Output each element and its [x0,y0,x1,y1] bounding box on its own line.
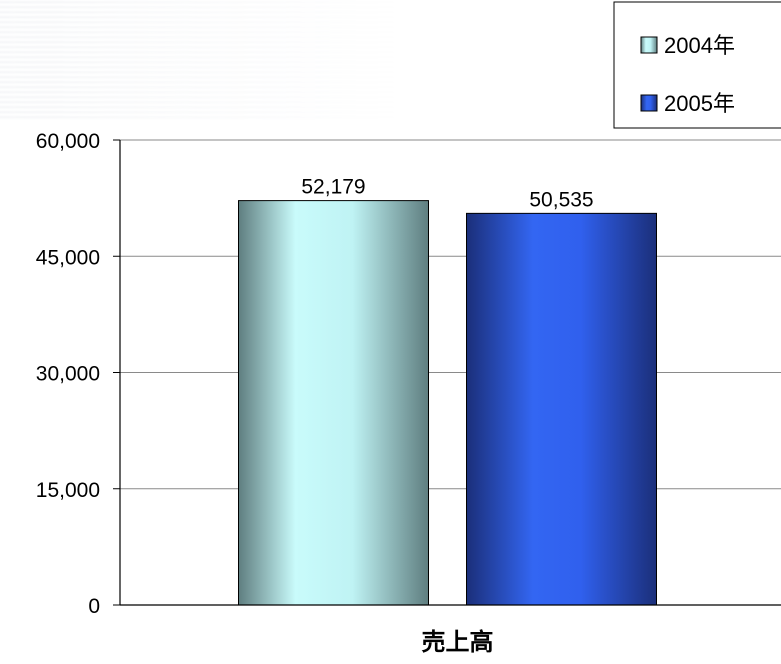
y-tick-label: 45,000 [36,246,100,269]
background-streaks [0,0,420,120]
bar [238,200,429,606]
legend-label: 2004年 [664,33,735,58]
category-labels: 売上高 [422,628,494,656]
y-tick-label: 15,000 [36,479,100,502]
legend: 2004年 2005年 [613,1,781,129]
data-label: 52,179 [301,176,365,199]
gridlines [113,139,781,606]
y-tick-label: 30,000 [36,363,100,386]
data-labels: 52,179 50,535 [301,176,593,212]
legend-swatch [640,36,658,54]
axes [119,140,781,606]
bar [466,212,657,606]
y-tick-label: 60,000 [36,130,100,153]
y-axis-tick-labels: 0 15,000 30,000 45,000 60,000 [36,130,100,618]
legend-label: 2005年 [664,91,735,116]
category-label: 売上高 [422,628,494,656]
bars [238,200,657,606]
data-label: 50,535 [529,188,593,211]
y-tick-label: 0 [88,595,100,618]
legend-swatch [640,94,658,112]
